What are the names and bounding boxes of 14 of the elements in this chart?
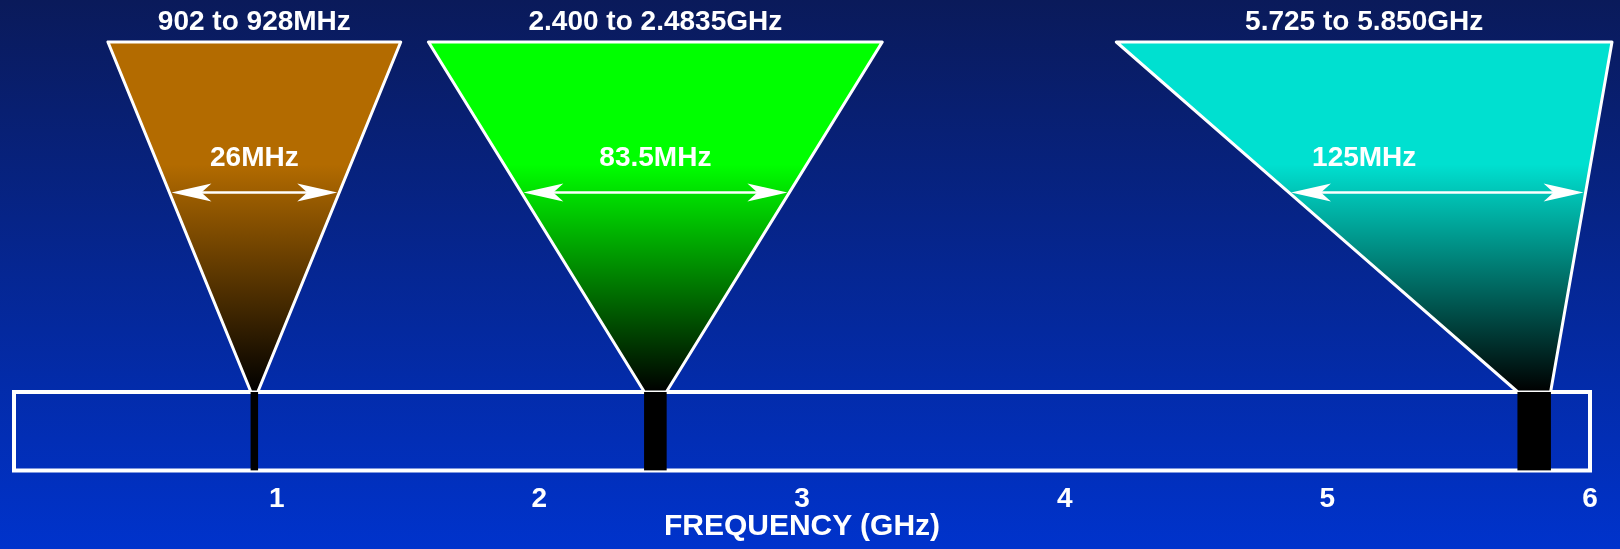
x-tick-label: 6 [1582,482,1598,514]
x-tick-label: 4 [1056,482,1073,514]
text: 5.725 to 5.850GHz [1245,4,1484,36]
x-tick-label: 1 [268,482,285,514]
bar [250,392,259,471]
text: 2.400 to 2.4835GHz [528,4,783,36]
text: 26MHz [209,141,299,173]
bar [1517,392,1551,471]
text: 83.5MHz [599,141,712,173]
text: 902 to 928MHz [157,4,351,36]
bar [644,392,667,471]
text: 125MHz [1312,141,1417,173]
x-tick-label: 5 [1319,482,1336,514]
x-tick-label: 2 [531,482,548,514]
